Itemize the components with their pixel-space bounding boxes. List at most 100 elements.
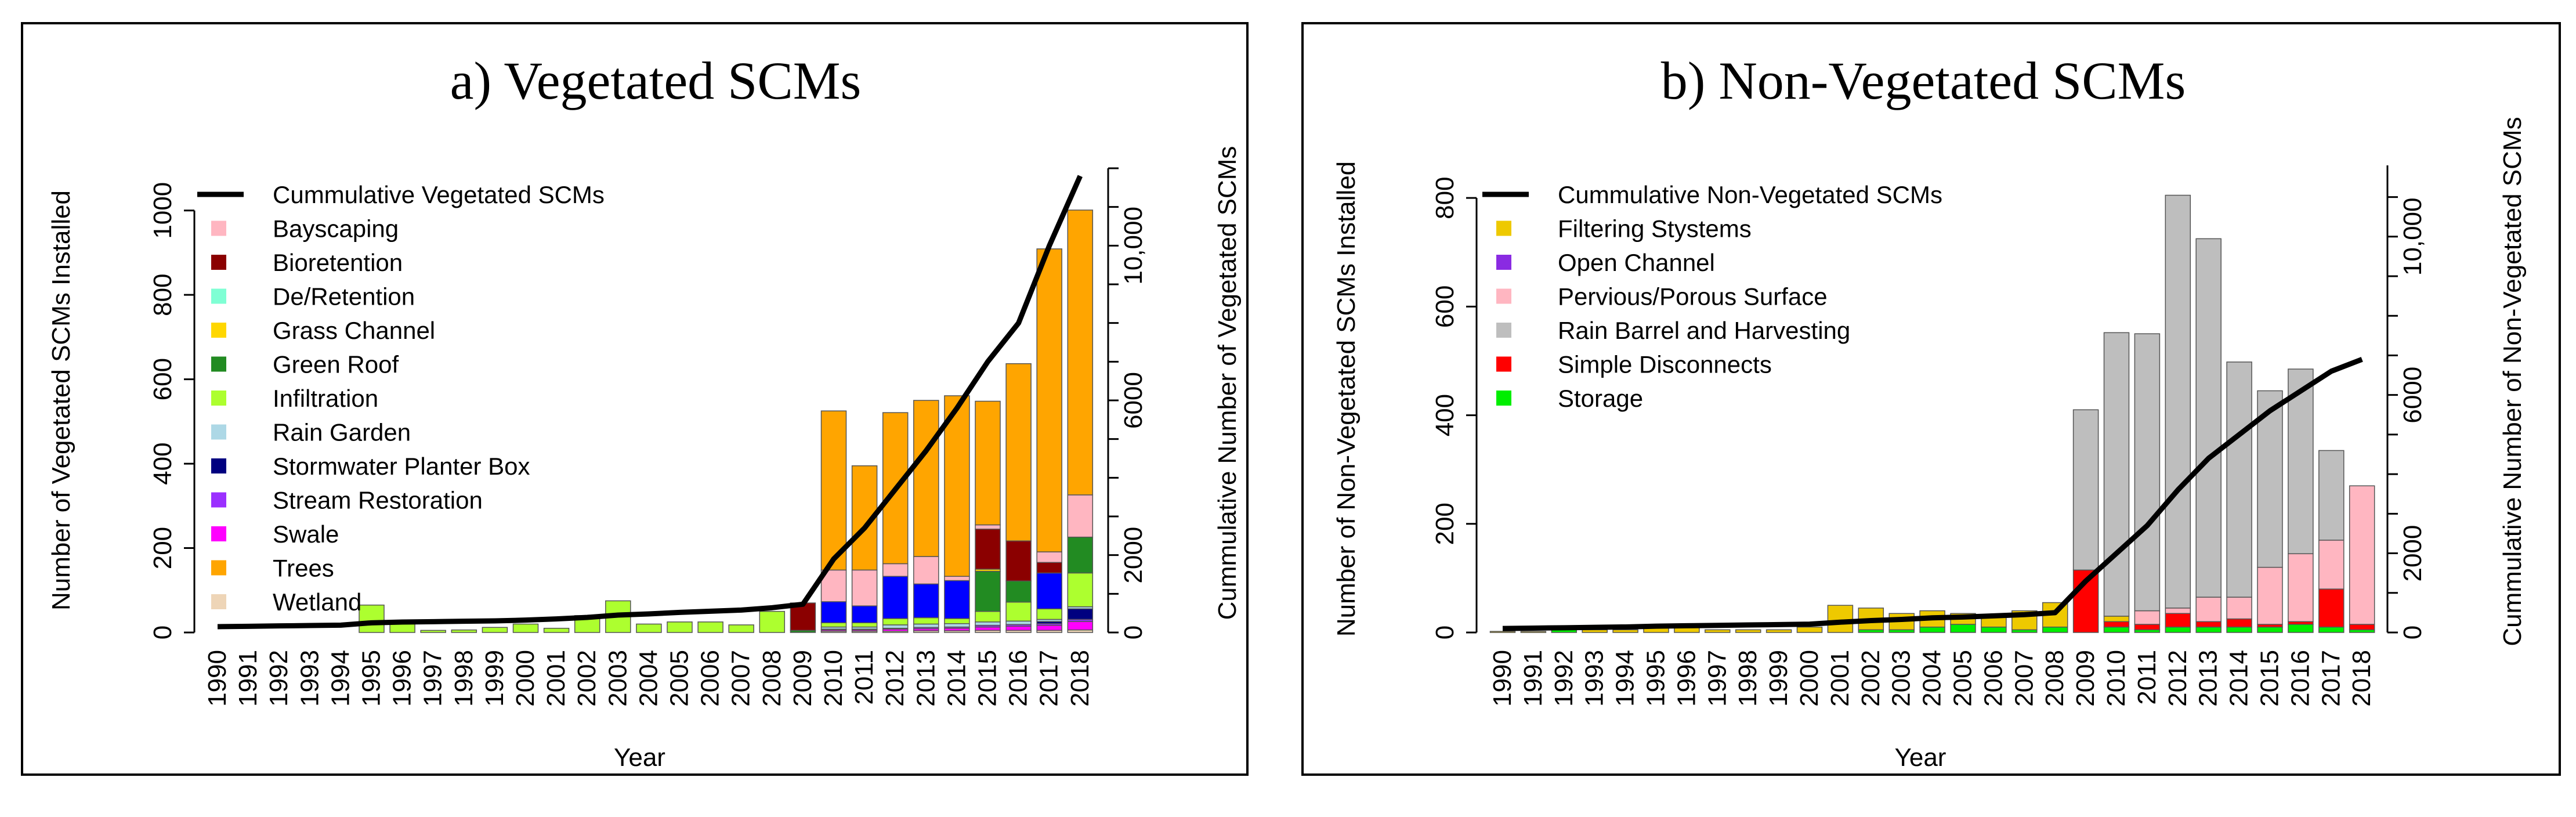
y2-axis-title: Cummulative Number of Non-Vegetated SCMs — [2498, 117, 2527, 646]
bar-segment — [2134, 610, 2161, 625]
legend-label: Grass Channel — [273, 317, 435, 344]
y-tick-label: 0 — [149, 626, 177, 639]
x-tick-label: 2011 — [2133, 650, 2161, 705]
x-tick-label: 2016 — [1004, 650, 1033, 707]
y-axis-title: Number of Non-Vegetated SCMs Installed — [1332, 161, 1361, 637]
chart-title: b) Non-Vegetated SCMs — [1661, 51, 2186, 110]
legend-label: Bayscaping — [273, 215, 399, 243]
bar-segment — [1036, 624, 1062, 631]
bar-segment — [1036, 248, 1062, 552]
legend-swatch — [211, 323, 226, 338]
chart-panel-vegetated: a) Vegetated SCMs 0 200 400 600 800 1000 Number… — [21, 22, 1249, 776]
x-tick-label: 2000 — [511, 650, 540, 707]
bar-segment — [913, 623, 939, 628]
bar-segment — [759, 610, 786, 633]
legend-swatch — [211, 356, 226, 372]
legend-item: Rain Garden — [211, 419, 411, 446]
x-tick-label: 1991 — [234, 650, 262, 707]
bar-segment — [1735, 629, 1761, 633]
x-tick-label: 2001 — [542, 650, 570, 707]
bar-segment — [482, 627, 508, 633]
x-tick-label: 1999 — [1764, 650, 1793, 707]
bar-segment — [2134, 624, 2161, 631]
bar-segment — [1981, 626, 2007, 633]
bar-segment — [1520, 631, 1547, 633]
cumulative-line — [217, 175, 1083, 630]
legend-item: Simple Disconnects — [1496, 351, 1772, 378]
x-tick-label: 2014 — [942, 650, 971, 707]
bar-segment — [975, 529, 1001, 570]
bar-segment — [359, 604, 385, 633]
bar-segment — [2072, 409, 2099, 571]
legend-label: Stormwater Planter Box — [273, 453, 530, 480]
x-tick-label: 1996 — [1672, 650, 1701, 707]
x-tick-label: 2004 — [1918, 650, 1947, 707]
bar-segment — [2318, 588, 2345, 628]
x-tick-label: 1993 — [1580, 650, 1609, 707]
legend-label: Filtering Stystems — [1558, 215, 1752, 243]
bar-segment — [975, 524, 1001, 530]
bar-segment — [1919, 626, 1945, 633]
x-tick-label: 1991 — [1519, 650, 1547, 707]
legend-label: Rain Garden — [273, 419, 411, 446]
legend-swatch — [1496, 255, 1511, 270]
legend-swatch — [211, 391, 226, 406]
legend-label: Cummulative Vegetated SCMs — [273, 181, 605, 208]
x-tick-label: 2009 — [2071, 650, 2100, 707]
y-tick-label: 400 — [1431, 394, 1459, 436]
x-tick-label: 2003 — [603, 650, 632, 707]
x-tick-label: 2008 — [758, 650, 786, 707]
chart-panel-non-vegetated: b) Non-Vegetated SCMs 0 200 400 600 800 Number… — [1301, 22, 2561, 776]
legend-item: Pervious/Porous Surface — [1496, 283, 1828, 310]
legend-swatch — [211, 288, 226, 304]
legend-item: Rain Barrel and Harvesting — [1496, 317, 1850, 344]
cumulative-line — [1502, 357, 2363, 631]
y-axis-right: 0 2000 6000 10,000 Cummulative Number of Veg… — [1107, 146, 1242, 639]
x-tick-label: 1998 — [450, 650, 478, 707]
x-tick-label: 2012 — [881, 650, 909, 707]
bar-segment — [975, 621, 1001, 626]
legend-item: Grass Channel — [211, 317, 435, 344]
x-axis: 1990 1991 1992 1993 1994 1995 1996 1997 1998 1999… — [203, 650, 1094, 772]
x-tick-label: 2002 — [573, 650, 601, 707]
legend-swatch — [211, 424, 226, 440]
legend-label: Pervious/Porous Surface — [1558, 283, 1828, 310]
bar-segment — [913, 583, 939, 619]
legend-item: Swale — [211, 520, 339, 548]
bar-segment — [543, 627, 570, 633]
legend-label: Storage — [1558, 385, 1643, 412]
bar-segment — [389, 623, 415, 633]
bar-segment — [2103, 616, 2130, 623]
x-tick-label: 1994 — [326, 650, 354, 707]
bar-segment — [944, 580, 970, 619]
legend-item: Bioretention — [211, 249, 403, 276]
bar-segment — [2134, 333, 2161, 612]
bar-segment — [667, 621, 693, 633]
y-axis-title: Number of Vegetated SCMs Installed — [47, 190, 75, 610]
bar-segment — [2165, 194, 2191, 609]
x-tick-label: 2010 — [2102, 650, 2130, 707]
legend-swatch — [211, 594, 226, 609]
bar-segment — [1796, 626, 1823, 633]
bar-segment — [851, 605, 878, 624]
legend-label: Wetland — [273, 588, 361, 616]
bar-segment — [1067, 494, 1094, 538]
x-tick-label: 2009 — [788, 650, 817, 707]
bar-segment — [913, 400, 939, 557]
x-tick-label: 1990 — [1488, 650, 1517, 707]
bar-segment — [1067, 608, 1094, 620]
bar-segment — [1005, 620, 1032, 625]
x-tick-label: 1995 — [357, 650, 386, 707]
bar-segment — [2165, 613, 2191, 628]
x-tick-label: 2017 — [1035, 650, 1063, 707]
y-axis-left: 0 200 400 600 800 1000 Number of Vegetated SCM… — [47, 182, 196, 639]
y2-axis-title: Cummulative Number of Vegetated SCMs — [1213, 146, 1242, 620]
legend-item: Bayscaping — [211, 215, 399, 243]
legend-label: Cummulative Non-Vegetated SCMs — [1558, 181, 1942, 208]
legend-label: De/Retention — [273, 283, 415, 310]
bar-segment — [1067, 572, 1094, 608]
bar-segment — [1067, 621, 1094, 631]
legend-item: Stream Restoration — [211, 487, 483, 514]
y-tick-label: 800 — [149, 273, 177, 316]
legend-item: Storage — [1496, 385, 1643, 412]
